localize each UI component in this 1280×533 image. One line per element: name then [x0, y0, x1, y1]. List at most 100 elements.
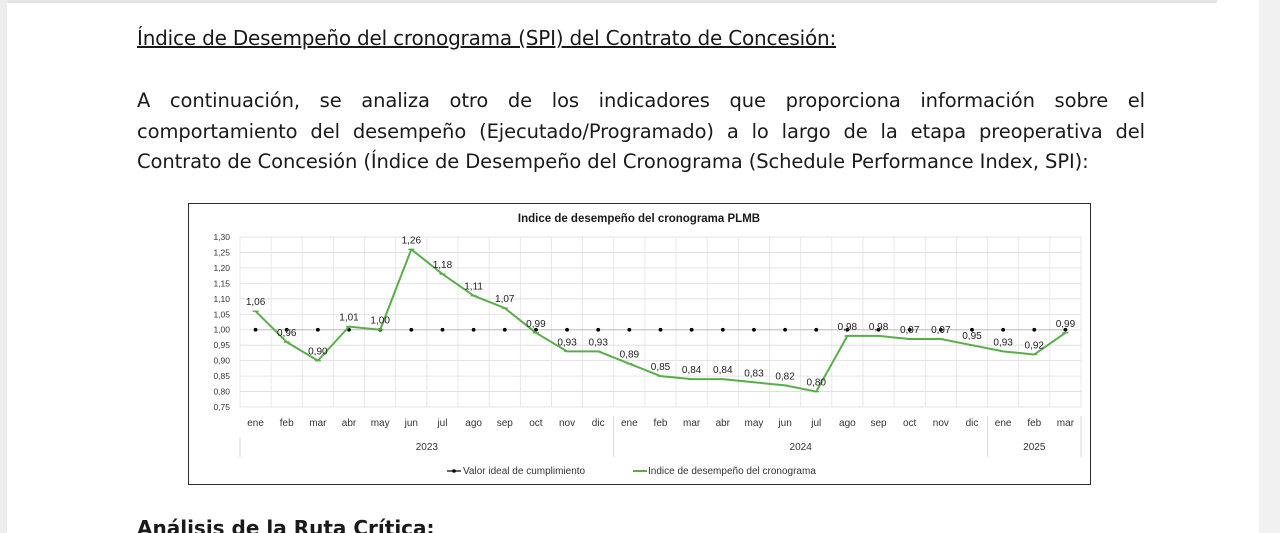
series-ideal-point: [876, 327, 881, 332]
data-label: 0,82: [775, 371, 795, 382]
spi-line-chart: Indice de desempeño del cronograma PLMB 0…: [213, 213, 1082, 477]
x-tick-label: mar: [1057, 418, 1075, 429]
x-tick-label: nov: [559, 418, 575, 429]
x-tick-label: ago: [839, 418, 856, 429]
data-label: 0,97: [900, 325, 920, 336]
y-tick-label: 0,85: [213, 371, 230, 381]
x-tick-label: jul: [436, 418, 447, 429]
x-tick-label: oct: [529, 418, 543, 429]
x-tick-label: dic: [592, 418, 605, 429]
series-ideal-point: [502, 327, 507, 332]
series-ideal-point: [689, 327, 694, 332]
spi-chart-figure: Indice de desempeño del cronograma PLMB 0…: [188, 203, 1091, 485]
series-ideal-point: [720, 327, 725, 332]
data-label: 0,83: [744, 368, 764, 379]
data-label: 1,06: [246, 297, 266, 308]
y-tick-label: 1,25: [213, 247, 230, 257]
series-ideal-point: [752, 327, 756, 332]
y-tick-label: 1,05: [213, 309, 230, 319]
x-tick-label: ene: [621, 418, 638, 429]
x-year-label: 2024: [790, 442, 813, 453]
y-tick-label: 1,00: [213, 325, 230, 335]
series-ideal-point: [440, 327, 445, 332]
x-tick-label: may: [371, 418, 390, 429]
series-ideal-point: [596, 327, 601, 332]
y-tick-label: 1,10: [213, 294, 230, 304]
series-ideal-point: [1063, 327, 1068, 332]
data-label: 0,93: [588, 337, 608, 348]
data-label: 0,80: [807, 378, 827, 389]
y-tick-label: 0,80: [213, 387, 230, 397]
x-year-label: 2025: [1023, 442, 1046, 453]
data-label: 0,98: [869, 322, 889, 333]
x-tick-label: ago: [465, 418, 482, 429]
x-tick-label: ene: [995, 418, 1012, 429]
data-label: 1,11: [464, 282, 483, 293]
x-tick-label: nov: [933, 418, 949, 429]
data-label: 0,96: [277, 328, 297, 339]
x-tick-label: jun: [777, 418, 791, 429]
x-tick-label: sep: [497, 418, 514, 429]
series-ideal-point: [565, 327, 569, 332]
data-label: 1,26: [402, 235, 422, 246]
x-tick-label: oct: [903, 418, 917, 429]
legend-ideal-label: Valor ideal de cumplimiento: [463, 466, 586, 477]
series-ideal-point: [814, 327, 819, 332]
series-ideal-point: [284, 327, 289, 332]
x-tick-label: ene: [247, 418, 264, 429]
data-label: 1,00: [370, 316, 390, 327]
series-ideal-point: [534, 327, 538, 332]
y-tick-label: 0,75: [213, 402, 230, 412]
series-ideal-point: [938, 327, 943, 332]
series-ideal-point: [907, 327, 912, 332]
data-label: 0,84: [682, 365, 702, 376]
x-tick-label: may: [744, 418, 763, 429]
x-tick-label: abr: [342, 418, 357, 429]
data-label: 0,99: [526, 319, 546, 330]
viewer-gutter: [1259, 0, 1280, 533]
next-section-heading: Análisis de la Ruta Crítica:: [137, 516, 435, 533]
data-label: 0,97: [931, 325, 951, 336]
series-ideal-point: [845, 327, 850, 332]
x-tick-label: jul: [810, 418, 821, 429]
data-label: 0,93: [993, 337, 1013, 348]
series-ideal-point: [1032, 327, 1037, 332]
data-label: 1,01: [339, 313, 359, 324]
x-tick-label: dic: [966, 418, 979, 429]
page-top-edge: [7, 0, 1217, 3]
series-ideal-point: [627, 327, 632, 332]
series-ideal-point: [315, 327, 320, 332]
y-tick-label: 1,15: [213, 278, 230, 288]
legend-ideal-dot: [452, 469, 456, 473]
data-label: 0,89: [620, 350, 640, 361]
x-year-label: 2023: [416, 442, 439, 453]
x-tick-label: mar: [309, 418, 327, 429]
data-label: 0,84: [713, 365, 733, 376]
document-page: Índice de Desempeño del cronograma (SPI)…: [7, 0, 1259, 533]
data-label: 0,90: [308, 347, 328, 358]
x-tick-label: feb: [280, 418, 294, 429]
x-tick-label: jun: [404, 418, 418, 429]
data-label: 1,07: [495, 294, 515, 305]
series-ideal-point: [409, 327, 414, 332]
series-ideal-point: [783, 327, 787, 332]
y-tick-label: 0,90: [213, 356, 230, 366]
body-paragraph: A continuación, se analiza otro de los i…: [137, 89, 1145, 173]
legend-spi-label: Indice de desempeño del cronograma: [648, 466, 816, 477]
y-tick-label: 1,20: [213, 263, 230, 273]
section-heading: Índice de Desempeño del cronograma (SPI)…: [137, 26, 837, 50]
data-label: 0,99: [1056, 319, 1076, 330]
data-label: 0,85: [651, 362, 671, 373]
data-label: 0,95: [962, 331, 982, 342]
series-ideal-point: [253, 327, 258, 332]
chart-title: Indice de desempeño del cronograma PLMB: [518, 213, 760, 225]
x-tick-label: feb: [654, 418, 668, 429]
x-tick-label: feb: [1027, 418, 1041, 429]
data-label: 1,18: [433, 260, 453, 271]
x-tick-label: mar: [683, 418, 701, 429]
series-ideal-point: [471, 327, 476, 332]
series-ideal-point: [970, 327, 974, 332]
x-tick-label: abr: [716, 418, 731, 429]
y-tick-label: 1,30: [213, 232, 230, 242]
data-label: 0,92: [1025, 340, 1045, 351]
